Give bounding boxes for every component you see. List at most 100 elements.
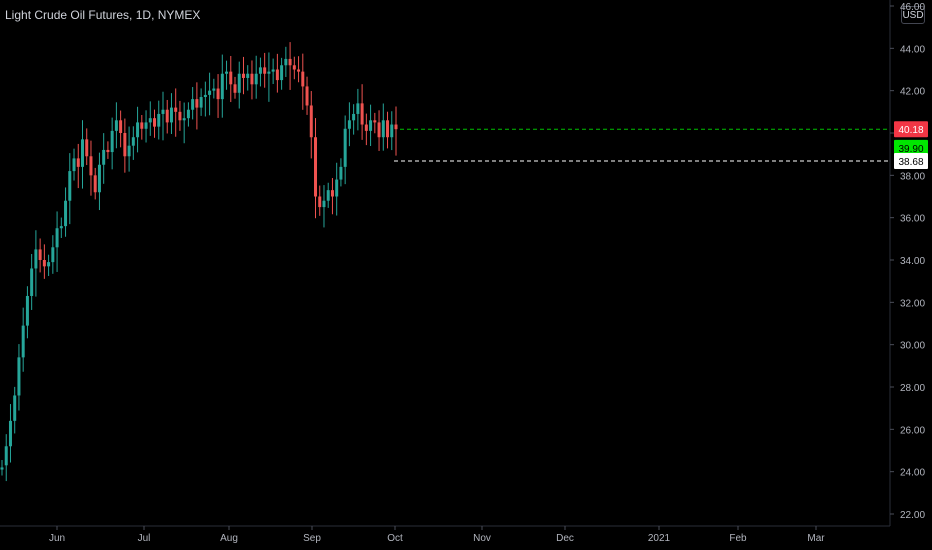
- candle: [347, 102, 351, 147]
- candle-body: [352, 113, 356, 121]
- candle-body: [309, 105, 313, 138]
- candle: [330, 178, 334, 215]
- candle: [212, 78, 216, 99]
- candle: [140, 115, 144, 140]
- candle-body: [68, 171, 72, 201]
- candle-body: [80, 139, 84, 167]
- price-axis[interactable]: 22.00 24.00 26.00 28.00 30.00 32.00 34.00 36.00…: [889, 0, 925, 526]
- candle-body: [148, 118, 152, 123]
- candle-body: [106, 149, 110, 153]
- candle: [335, 162, 339, 216]
- candle: [30, 254, 34, 310]
- time-axis[interactable]: Jun Jul Aug Sep Oct Nov Dec 2021 Feb Mar: [0, 525, 890, 544]
- candle: [4, 434, 8, 482]
- candle-body: [280, 65, 284, 81]
- candle: [144, 110, 148, 143]
- candle-body: [25, 295, 29, 326]
- candle: [106, 141, 110, 159]
- candle: [301, 53, 305, 110]
- time-tick-label: Feb: [729, 533, 747, 544]
- candle: [220, 54, 224, 118]
- candle: [199, 88, 203, 116]
- candle: [64, 187, 68, 237]
- candle: [127, 126, 131, 172]
- candle-body: [305, 86, 309, 106]
- candle: [292, 56, 296, 80]
- candle: [364, 113, 368, 146]
- candle-body: [373, 120, 377, 123]
- candle-body: [322, 200, 326, 208]
- candle-body: [123, 133, 127, 157]
- candle-body: [157, 113, 161, 127]
- time-tick-label: 2021: [648, 533, 671, 544]
- candle-body: [297, 69, 301, 72]
- candle-body: [254, 73, 258, 85]
- currency-button[interactable]: USD: [901, 6, 925, 24]
- candles-layer: [0, 42, 398, 482]
- candle-body: [8, 420, 12, 447]
- candle: [97, 152, 101, 211]
- candle-body: [110, 130, 114, 153]
- candle-body: [136, 122, 140, 138]
- candle-body: [51, 247, 55, 263]
- candle: [195, 82, 199, 130]
- price-tick-label: 22.00: [900, 510, 925, 521]
- price-tag-label: 40.18: [898, 125, 923, 136]
- candle-body: [288, 58, 292, 66]
- candle-body: [369, 120, 373, 131]
- candle: [322, 185, 326, 228]
- candle-body: [59, 226, 63, 229]
- candle: [390, 111, 394, 151]
- candle-body: [47, 262, 51, 267]
- candle: [263, 52, 267, 88]
- candle: [174, 88, 178, 137]
- candle-body: [216, 88, 220, 100]
- candle-body: [0, 467, 4, 470]
- candle: [352, 104, 356, 135]
- candle-body: [178, 111, 182, 121]
- candle: [360, 84, 364, 140]
- price-tick-label: 26.00: [900, 425, 925, 436]
- candle: [386, 111, 390, 149]
- candle-body: [335, 179, 339, 197]
- candle-body: [339, 166, 343, 180]
- candle-body: [263, 67, 267, 74]
- candle: [182, 102, 186, 144]
- candle-body: [186, 109, 190, 119]
- candle-body: [199, 97, 203, 108]
- candle: [280, 57, 284, 90]
- candle: [85, 128, 89, 166]
- candle-body: [356, 103, 360, 114]
- candle-body: [131, 137, 135, 146]
- candle: [148, 101, 152, 136]
- candle: [208, 72, 212, 116]
- candle: [267, 52, 271, 102]
- candle-body: [161, 109, 165, 114]
- candle: [165, 99, 169, 134]
- candle: [343, 115, 347, 185]
- candle: [157, 100, 161, 140]
- candle: [246, 65, 250, 91]
- candle: [250, 60, 254, 100]
- time-tick-label: Nov: [473, 533, 491, 544]
- candle-body: [119, 120, 123, 133]
- candle-body: [250, 73, 254, 85]
- time-tick-label: Jun: [49, 533, 65, 544]
- price-tag-box: [894, 152, 928, 169]
- candle-body: [4, 446, 8, 466]
- candle: [326, 182, 330, 208]
- candle: [186, 102, 190, 127]
- candle: [38, 238, 42, 273]
- candle-body: [229, 71, 233, 85]
- candle-body: [394, 124, 398, 130]
- price-tick-label: 30.00: [900, 341, 925, 352]
- candle-body: [360, 103, 364, 125]
- candle: [136, 106, 140, 153]
- candle: [254, 55, 258, 99]
- candle: [258, 57, 262, 87]
- candle: [369, 104, 373, 147]
- candle-body: [203, 94, 207, 98]
- candle-body: [220, 73, 224, 100]
- price-tick-label: 42.00: [900, 87, 925, 98]
